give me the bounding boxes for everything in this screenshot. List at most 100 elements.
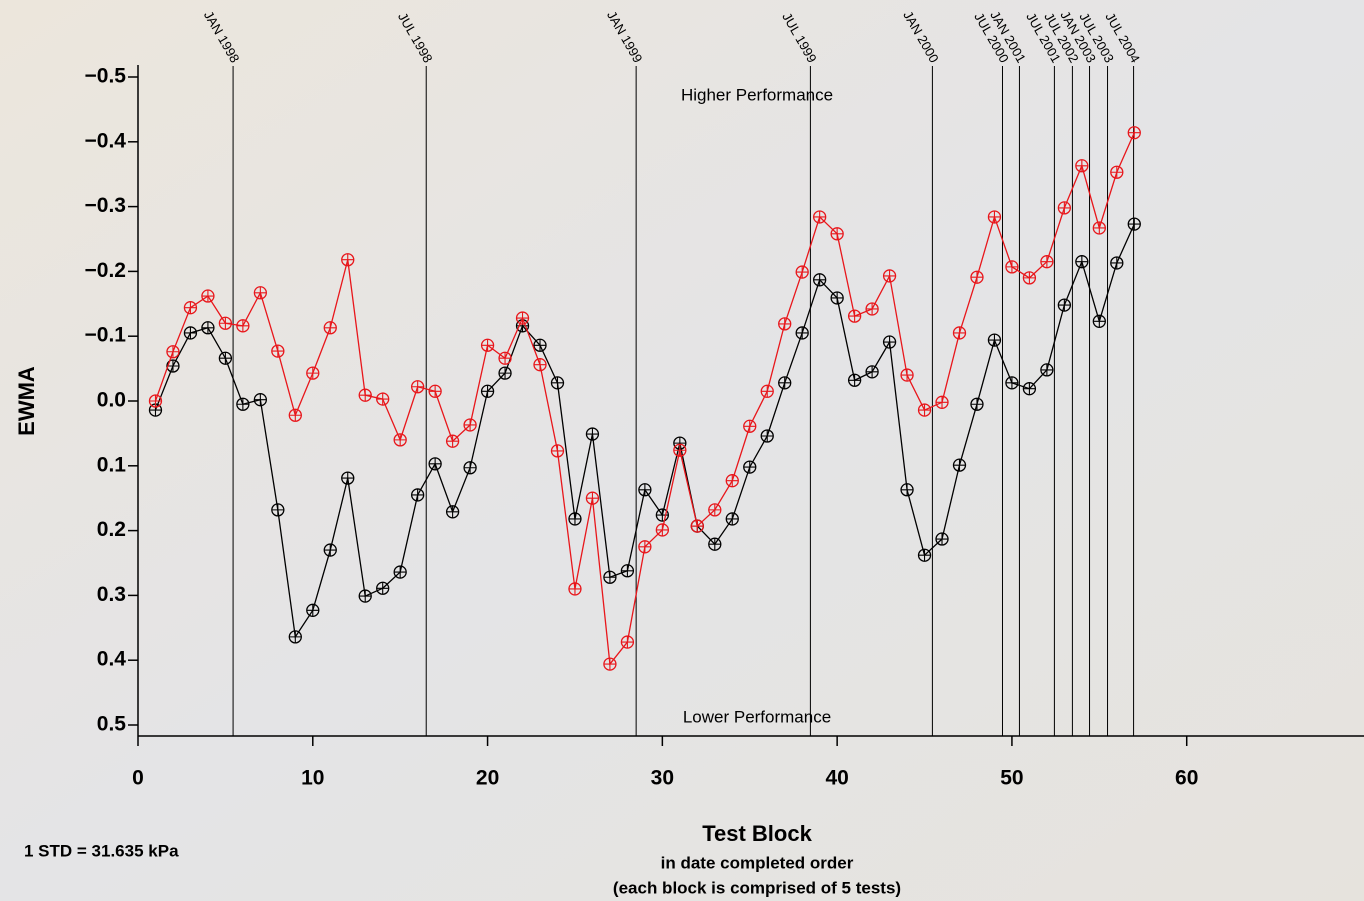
point-cross xyxy=(883,269,896,282)
point-cross xyxy=(534,358,547,371)
point-cross xyxy=(953,326,966,339)
point-cross xyxy=(1075,159,1088,172)
point-cross xyxy=(1040,255,1053,268)
x-tick-label: 10 xyxy=(301,767,324,790)
point-cross xyxy=(464,461,477,474)
point-cross xyxy=(621,564,634,577)
point-cross xyxy=(1023,382,1036,395)
point-cross xyxy=(1075,255,1088,268)
point-cross xyxy=(1005,376,1018,389)
point-cross xyxy=(743,420,756,433)
point-cross xyxy=(201,290,214,303)
x-axis-subtitle: in date completed order xyxy=(661,853,854,872)
y-tick-label: 0.0 xyxy=(97,389,126,412)
point-cross xyxy=(638,483,651,496)
point-cross xyxy=(184,301,197,314)
point-cross xyxy=(1058,299,1071,312)
point-cross xyxy=(848,374,861,387)
annotation: Lower Performance xyxy=(683,707,831,726)
point-cross xyxy=(726,512,739,525)
point-cross xyxy=(656,523,669,536)
point-cross xyxy=(953,459,966,472)
point-cross xyxy=(778,317,791,330)
point-cross xyxy=(691,520,704,533)
point-cross xyxy=(673,444,686,457)
point-cross xyxy=(883,336,896,349)
point-cross xyxy=(970,398,983,411)
point-cross xyxy=(586,428,599,441)
point-cross xyxy=(359,389,372,402)
point-cross xyxy=(988,210,1001,223)
point-cross xyxy=(446,505,459,518)
point-cross xyxy=(603,658,616,671)
point-cross xyxy=(796,326,809,339)
point-cross xyxy=(166,345,179,358)
point-cross xyxy=(1040,363,1053,376)
y-axis-title: EWMA xyxy=(14,366,39,436)
point-cross xyxy=(568,512,581,525)
point-cross xyxy=(551,444,564,457)
point-cross xyxy=(813,210,826,223)
y-tick-label: 0.1 xyxy=(97,453,127,476)
point-cross xyxy=(743,461,756,474)
point-cross xyxy=(324,544,337,557)
point-cross xyxy=(936,396,949,409)
point-cross xyxy=(201,321,214,334)
y-tick-label: 0.3 xyxy=(97,583,126,606)
point-cross xyxy=(970,271,983,284)
point-cross xyxy=(254,393,267,406)
point-cross xyxy=(778,376,791,389)
point-cross xyxy=(708,538,721,551)
x-tick-label: 30 xyxy=(651,767,674,790)
point-cross xyxy=(306,367,319,380)
point-cross xyxy=(394,433,407,446)
point-cross xyxy=(796,266,809,279)
point-cross xyxy=(219,352,232,365)
point-cross xyxy=(918,404,931,417)
y-tick-label: −0.1 xyxy=(85,324,127,347)
point-cross xyxy=(289,630,302,643)
x-tick-label: 50 xyxy=(1000,767,1023,790)
point-cross xyxy=(429,385,442,398)
point-cross xyxy=(831,291,844,304)
point-cross xyxy=(254,286,267,299)
y-tick-label: −0.5 xyxy=(85,65,127,88)
point-cross xyxy=(184,326,197,339)
x-tick-label: 0 xyxy=(132,767,144,790)
point-cross xyxy=(1058,201,1071,214)
point-cross xyxy=(568,582,581,595)
point-cross xyxy=(621,636,634,649)
point-cross xyxy=(586,492,599,505)
point-cross xyxy=(1128,126,1141,139)
point-cross xyxy=(464,418,477,431)
point-cross xyxy=(1128,218,1141,231)
y-tick-label: −0.4 xyxy=(85,129,127,152)
point-cross xyxy=(236,398,249,411)
point-cross xyxy=(1023,271,1036,284)
point-cross xyxy=(516,312,529,325)
point-cross xyxy=(708,503,721,516)
point-cross xyxy=(236,319,249,332)
annotation: Higher Performance xyxy=(681,85,833,104)
x-tick-label: 20 xyxy=(476,767,499,790)
point-cross xyxy=(429,457,442,470)
point-cross xyxy=(761,429,774,442)
point-cross xyxy=(1093,315,1106,328)
point-cross xyxy=(656,509,669,522)
point-cross xyxy=(341,472,354,485)
point-cross xyxy=(446,435,459,448)
point-cross xyxy=(376,582,389,595)
point-cross xyxy=(831,227,844,240)
point-cross xyxy=(1093,221,1106,234)
point-cross xyxy=(359,590,372,603)
point-cross xyxy=(411,380,424,393)
point-cross xyxy=(341,253,354,266)
point-cross xyxy=(1110,166,1123,179)
point-cross xyxy=(149,395,162,407)
point-cross xyxy=(551,376,564,389)
point-cross xyxy=(813,273,826,286)
point-cross xyxy=(936,533,949,546)
point-cross xyxy=(918,549,931,562)
